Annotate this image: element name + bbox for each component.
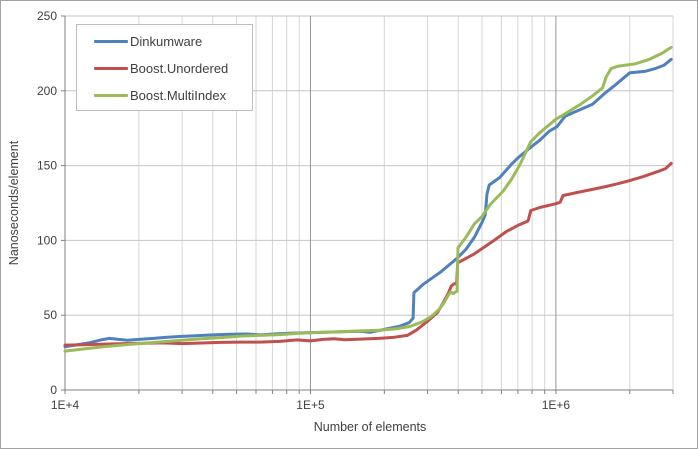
x-tick-label: 1E+5 bbox=[296, 398, 325, 412]
y-tick-label: 0 bbox=[50, 383, 57, 397]
y-tick-label: 100 bbox=[37, 233, 57, 247]
y-tick-label: 50 bbox=[44, 308, 58, 322]
legend-label: Boost.Unordered bbox=[130, 61, 229, 76]
legend: Dinkumware Boost.Unordered Boost.MultiInde… bbox=[76, 24, 253, 111]
x-tick-label: 1E+4 bbox=[51, 398, 80, 412]
legend-label: Dinkumware bbox=[130, 34, 203, 49]
legend-label: Boost.MultiIndex bbox=[130, 88, 227, 103]
y-tick-label: 250 bbox=[37, 9, 57, 23]
legend-line-sample bbox=[94, 40, 128, 43]
legend-item-boost-multiindex: Boost.MultiIndex bbox=[94, 82, 252, 109]
y-tick-label: 200 bbox=[37, 84, 57, 98]
y-axis-title: Nanoseconds/element bbox=[7, 140, 21, 266]
series-line-boost-multiindex bbox=[63, 45, 673, 353]
legend-item-dinkumware: Dinkumware bbox=[94, 28, 252, 55]
legend-line-sample bbox=[94, 67, 128, 70]
legend-item-boost-unordered: Boost.Unordered bbox=[94, 55, 252, 82]
series-line-dinkumware bbox=[63, 57, 673, 349]
x-tick-label: 1E+6 bbox=[542, 398, 571, 412]
y-tick-label: 150 bbox=[37, 159, 57, 173]
legend-line-sample bbox=[94, 94, 128, 97]
series-line-boost-unordered bbox=[63, 161, 673, 347]
x-axis-title: Number of elements bbox=[313, 420, 427, 434]
